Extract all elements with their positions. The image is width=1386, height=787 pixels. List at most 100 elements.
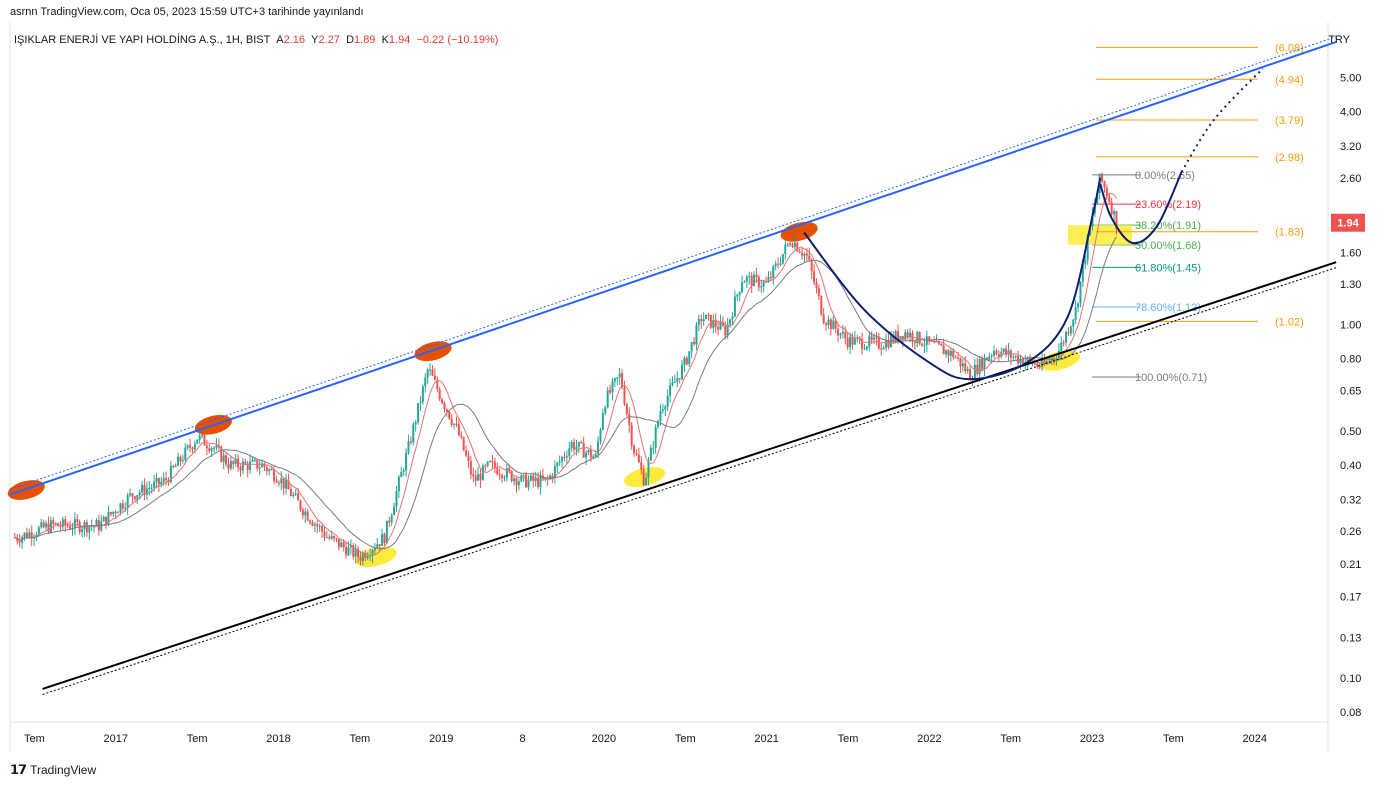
candle-body bbox=[107, 511, 110, 525]
candle-body bbox=[755, 274, 758, 277]
y-tick-label: 2.60 bbox=[1340, 173, 1361, 185]
candle-body bbox=[189, 445, 192, 448]
candle-body bbox=[637, 454, 640, 463]
candle-body bbox=[647, 460, 650, 478]
candle-body bbox=[585, 452, 588, 458]
candle-body bbox=[225, 455, 228, 465]
candle-body bbox=[141, 484, 144, 493]
candle-body bbox=[1077, 303, 1080, 308]
candle-body bbox=[505, 468, 508, 478]
candle-body bbox=[961, 363, 964, 367]
candle-body bbox=[565, 456, 568, 458]
y-tick-label: 0.13 bbox=[1340, 633, 1361, 645]
candle-body bbox=[373, 548, 376, 551]
candle-body bbox=[385, 520, 388, 544]
candle-body bbox=[400, 471, 403, 478]
symbol-legend: IŞIKLAR ENERJİ VE YAPI HOLDİNG A.Ş., 1H,… bbox=[14, 34, 498, 46]
candle-body bbox=[671, 382, 674, 385]
candle-body bbox=[592, 456, 595, 458]
candle-body bbox=[201, 434, 204, 436]
candle-body bbox=[635, 453, 638, 455]
fib-retracement-label: 78.60%(1.12) bbox=[1135, 302, 1201, 314]
candle-body bbox=[676, 378, 679, 382]
x-tick-label: Tem bbox=[24, 733, 45, 745]
candle-body bbox=[117, 512, 120, 514]
candle-body bbox=[349, 545, 352, 548]
candle-body bbox=[186, 445, 189, 448]
candle-body bbox=[798, 251, 801, 253]
candle-body bbox=[1009, 350, 1012, 358]
candle-body bbox=[779, 263, 782, 265]
candle-body bbox=[551, 475, 554, 478]
candle-body bbox=[294, 493, 297, 495]
candle-body bbox=[1086, 235, 1089, 261]
candle-body bbox=[832, 320, 835, 330]
candle-body bbox=[376, 544, 379, 549]
candle-body bbox=[774, 263, 777, 267]
candle-body bbox=[659, 410, 662, 422]
candle-body bbox=[570, 442, 573, 449]
candle-body bbox=[289, 489, 292, 497]
y-tick-label: 0.50 bbox=[1340, 426, 1361, 438]
candle-body bbox=[352, 545, 355, 557]
candle-body bbox=[244, 461, 247, 464]
fib-extension-label: (1.02) bbox=[1275, 316, 1304, 328]
candle-body bbox=[587, 449, 590, 453]
candle-body bbox=[97, 520, 100, 531]
candle-body bbox=[150, 487, 153, 489]
candle-body bbox=[109, 511, 112, 515]
candle-body bbox=[673, 381, 676, 383]
candle-body bbox=[484, 465, 487, 467]
candle-body bbox=[721, 321, 724, 326]
candle-body bbox=[1060, 342, 1063, 351]
candle-body bbox=[1110, 202, 1113, 215]
candle-body bbox=[397, 477, 400, 492]
candle-body bbox=[729, 319, 732, 325]
candle-body bbox=[709, 314, 712, 328]
candle-body bbox=[1072, 319, 1075, 327]
candle-body bbox=[669, 384, 672, 396]
y-tick-label: 0.32 bbox=[1340, 494, 1361, 506]
candle-body bbox=[318, 526, 321, 528]
candle-body bbox=[361, 553, 364, 561]
candle-body bbox=[493, 461, 496, 468]
x-tick-label: 2022 bbox=[917, 733, 941, 745]
candle-body bbox=[414, 422, 417, 425]
candle-body bbox=[321, 526, 324, 532]
y-tick-label: 0.17 bbox=[1340, 591, 1361, 603]
y-tick-label: 0.80 bbox=[1340, 354, 1361, 366]
candle-body bbox=[277, 482, 280, 484]
candle-body bbox=[222, 455, 225, 462]
candle-body bbox=[119, 503, 122, 513]
x-tick-label: 2024 bbox=[1243, 733, 1267, 745]
x-tick-label: 2020 bbox=[592, 733, 616, 745]
candle-body bbox=[525, 474, 528, 488]
candle-body bbox=[803, 253, 806, 256]
candle-body bbox=[157, 477, 160, 485]
candle-body bbox=[481, 465, 484, 481]
fib-retracement-label: 61.80%(1.45) bbox=[1135, 262, 1201, 274]
candle-body bbox=[940, 343, 943, 346]
candle-body bbox=[1105, 187, 1108, 197]
candle-body bbox=[630, 425, 633, 446]
candle-body bbox=[573, 442, 576, 450]
candle-body bbox=[261, 463, 264, 468]
candle-body bbox=[707, 314, 710, 316]
candle-body bbox=[203, 434, 206, 446]
candle-body bbox=[486, 461, 489, 466]
candle-body bbox=[1014, 355, 1017, 357]
candle-body bbox=[697, 318, 700, 325]
candle-body bbox=[198, 435, 201, 440]
candle-body bbox=[213, 447, 216, 449]
candle-body bbox=[1101, 173, 1104, 182]
candle-body bbox=[769, 277, 772, 279]
high-value: 2.27 bbox=[318, 34, 340, 46]
candle-body bbox=[762, 281, 765, 287]
candle-body bbox=[417, 403, 420, 423]
candle-body bbox=[964, 363, 967, 371]
candle-body bbox=[870, 336, 873, 340]
candle-body bbox=[383, 533, 386, 544]
candle-body bbox=[30, 532, 33, 539]
candle-body bbox=[1081, 264, 1084, 282]
